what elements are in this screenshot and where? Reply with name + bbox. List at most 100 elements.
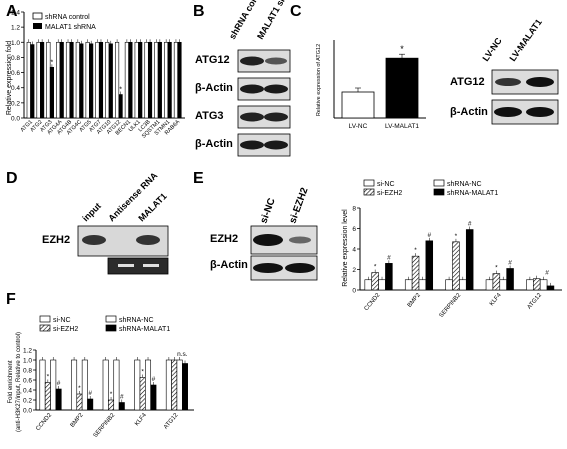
chart-a-bar — [79, 43, 84, 119]
chart-a-ytick-label: 1.4 — [11, 10, 20, 17]
chart-e-legend-label: si-NC — [377, 181, 395, 188]
chart-f-ytick-label: 0.8 — [23, 368, 32, 375]
chart-a-ytick-label: 0.4 — [11, 85, 20, 92]
chart-e-bar — [499, 279, 507, 291]
chart-e-ytick-label: 4 — [352, 247, 356, 254]
chart-e-significance: # — [387, 254, 391, 261]
chart-a-bar — [98, 41, 104, 119]
chart-e-legend-swatch — [433, 188, 445, 196]
chart-f-bar — [165, 359, 172, 411]
blot-d-gel-band-1 — [118, 264, 134, 267]
chart-c-bar — [385, 57, 419, 119]
chart-e-xtick-label: KLF4 — [489, 292, 503, 307]
chart-f-xtick-label: BMP2 — [70, 412, 86, 429]
blot-b-band-1-1 — [240, 56, 264, 66]
legend-label-malat1-shrna: MALAT1 shRNA — [45, 24, 96, 31]
chart-f-bar — [182, 363, 188, 411]
chart-f-bar — [108, 399, 115, 411]
chart-f-bar — [87, 398, 94, 411]
chart-f-bar — [150, 384, 157, 411]
blot-c-band-1-1 — [495, 78, 521, 86]
chart-e-bar — [404, 279, 413, 291]
chart-e-bar — [539, 279, 548, 291]
blot-e-col-label-1: si-NC — [258, 197, 277, 225]
chart-e-significance: # — [468, 221, 472, 228]
chart-a-bar — [167, 41, 172, 119]
chart-e-legend-swatch — [433, 179, 445, 187]
chart-e-bar — [492, 273, 501, 291]
chart-f-significance: * — [78, 385, 81, 392]
chart-f-significance: # — [57, 380, 61, 387]
chart-f-bar — [145, 359, 152, 411]
blot-d-band-1-3 — [136, 235, 160, 245]
chart-f-bar — [176, 359, 183, 411]
chart-a-bar — [138, 41, 143, 119]
chart-a-bar — [30, 44, 35, 119]
chart-e-legend-swatch — [363, 188, 375, 196]
chart-f-bar — [139, 377, 146, 411]
blot-c-col-label-1: LV-NC — [480, 35, 504, 63]
chart-a-bar — [173, 41, 179, 119]
chart-c-xtick-label: LV-NC — [349, 123, 368, 130]
blot-e-col-label-2: si-EZH2 — [287, 186, 310, 225]
legend-swatch-shrna-control — [32, 12, 43, 20]
chart-e: Relative expression level 0 2 4 6 8 CCND2 * # BM… — [342, 179, 562, 319]
blot-b: shRNA control MALAT1 shRNA ATG12 β-Actin… — [195, 0, 298, 157]
chart-f-ytick-label: 1.0 — [23, 358, 32, 365]
chart-e-legend-label: shRNA-NC — [447, 181, 482, 188]
chart-e-ytick-label: 8 — [352, 206, 356, 213]
chart-f-bar — [171, 359, 178, 411]
chart-f-bar — [50, 359, 57, 411]
chart-a: Relative expression fold shRNA control M… — [6, 10, 185, 140]
chart-f-ytick-label: 1.2 — [23, 348, 32, 355]
blot-b-row-label-1: ATG12 — [195, 54, 230, 66]
blot-b-band-4-1 — [240, 140, 264, 150]
chart-e-legend-label: si-EZH2 — [377, 190, 402, 197]
blot-c-col-label-2: LV-MALAT1 — [507, 17, 543, 63]
chart-e-bar — [526, 279, 534, 291]
chart-f-significance: * — [141, 369, 144, 376]
chart-f-bar — [55, 388, 62, 411]
chart-f-bar — [76, 393, 83, 411]
chart-e-legend-label: shRNA-MALAT1 — [447, 190, 498, 197]
chart-e-xtick-label: CCND2 — [364, 292, 382, 312]
chart-f-bar — [134, 359, 141, 411]
chart-f-ytick-label: 0.2 — [23, 398, 32, 405]
chart-a-bar — [59, 41, 64, 119]
legend-swatch-malat1-shrna — [33, 23, 42, 29]
panel-label-c: C — [290, 3, 302, 20]
blot-d-gel-strip — [107, 257, 169, 275]
panel-label-d: D — [6, 170, 18, 187]
chart-a-bar — [46, 41, 51, 119]
chart-f-ytick-label: 0.6 — [23, 378, 32, 385]
chart-a-bar — [108, 43, 113, 119]
chart-a-bar — [164, 41, 169, 119]
chart-a-bar — [40, 41, 45, 119]
blot-d-col-label-1: input — [80, 201, 103, 224]
chart-f-legend-swatch — [105, 315, 117, 323]
chart-a-bar — [95, 41, 100, 119]
chart-f-xtick-label: SERPINB2 — [93, 412, 117, 439]
chart-a-bar — [154, 41, 159, 119]
chart-e-bar — [485, 279, 494, 291]
chart-f-ylabel2: (anti-H3K27/input, Relative to control) — [16, 332, 22, 432]
chart-a-bar — [36, 41, 41, 119]
chart-a-bar — [26, 41, 31, 119]
blot-d-col-label-2: Antisense RNA — [106, 170, 159, 223]
chart-e-bar — [385, 263, 393, 291]
chart-f-bar — [44, 382, 51, 411]
chart-f-significance: * — [47, 374, 50, 381]
chart-f-significance: n.s. — [177, 351, 188, 358]
chart-e-significance: * — [374, 264, 377, 271]
chart-a-bar — [115, 41, 120, 119]
chart-f-bar — [118, 402, 125, 411]
blot-b-row-label-4: β-Actin — [195, 138, 233, 150]
chart-e-bar — [506, 268, 514, 291]
chart-e-significance: * — [414, 247, 417, 254]
chart-a-ytick-label: 0.8 — [11, 55, 20, 62]
chart-e-bar — [452, 241, 460, 291]
blot-e-band-2-2 — [285, 263, 315, 273]
chart-e-bar — [546, 285, 555, 291]
chart-a-bar — [69, 41, 74, 119]
chart-e-significance: # — [508, 259, 512, 266]
